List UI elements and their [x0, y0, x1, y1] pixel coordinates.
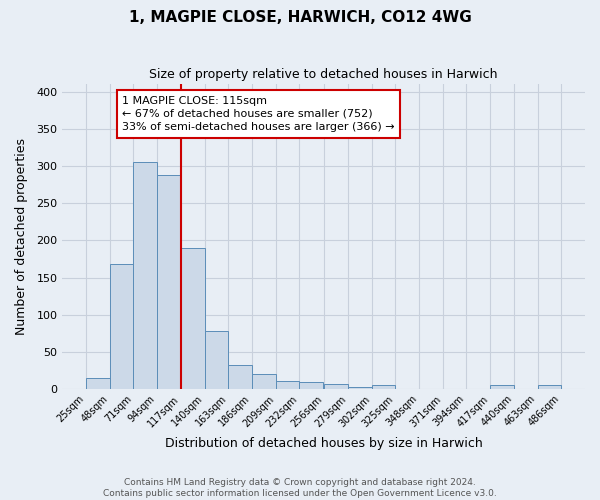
- Text: 1, MAGPIE CLOSE, HARWICH, CO12 4WG: 1, MAGPIE CLOSE, HARWICH, CO12 4WG: [128, 10, 472, 25]
- Bar: [371, 385, 395, 389]
- Bar: [490, 385, 514, 389]
- Bar: [348, 386, 371, 389]
- Title: Size of property relative to detached houses in Harwich: Size of property relative to detached ho…: [149, 68, 498, 80]
- Text: 1 MAGPIE CLOSE: 115sqm
← 67% of detached houses are smaller (752)
33% of semi-de: 1 MAGPIE CLOSE: 115sqm ← 67% of detached…: [122, 96, 395, 132]
- Text: Contains HM Land Registry data © Crown copyright and database right 2024.
Contai: Contains HM Land Registry data © Crown c…: [103, 478, 497, 498]
- Bar: [538, 385, 561, 389]
- Y-axis label: Number of detached properties: Number of detached properties: [15, 138, 28, 335]
- Bar: [110, 264, 133, 389]
- Bar: [86, 378, 110, 389]
- Bar: [276, 382, 299, 389]
- X-axis label: Distribution of detached houses by size in Harwich: Distribution of detached houses by size …: [165, 437, 482, 450]
- Bar: [157, 175, 181, 389]
- Bar: [229, 365, 252, 389]
- Bar: [324, 384, 348, 389]
- Bar: [205, 331, 229, 389]
- Bar: [133, 162, 157, 389]
- Bar: [299, 382, 323, 389]
- Bar: [181, 248, 205, 389]
- Bar: [252, 374, 276, 389]
